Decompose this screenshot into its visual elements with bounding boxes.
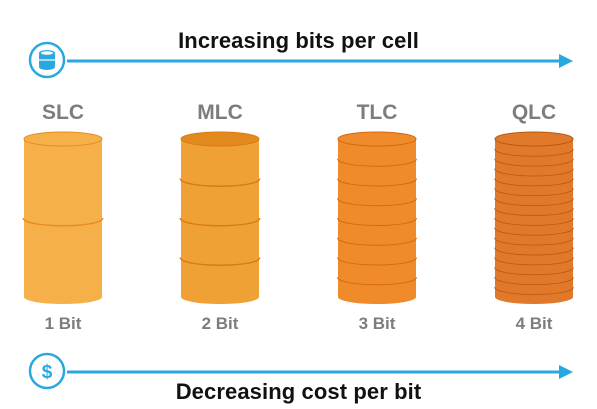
bits-label-mlc: 2 Bit [201, 314, 239, 333]
cell-type-label-mlc: MLC [197, 101, 243, 124]
cell-type-label-slc: SLC [42, 101, 84, 124]
cylinder-layer [338, 139, 416, 166]
cylinder-layer [181, 218, 259, 265]
bottom-icon-circle [28, 352, 66, 390]
cylinder-layer [181, 139, 259, 186]
cylinder-top [23, 131, 103, 147]
cylinder-mlc [179, 131, 261, 304]
bottom-arrow-head [559, 365, 573, 379]
top-arrow-head [559, 54, 573, 68]
increasing-bits-heading: Increasing bits per cell [178, 28, 419, 53]
bits-label-qlc: 4 Bit [515, 314, 553, 333]
cylinder-layer [24, 139, 102, 225]
cylinder-top [494, 131, 574, 147]
cylinder-slc [22, 131, 104, 304]
database-icon [39, 50, 55, 70]
decreasing-cost-heading: Decreasing cost per bit [175, 379, 422, 404]
cell-cylinders [22, 131, 574, 304]
cylinder-layer [24, 218, 102, 304]
cell-type-label-qlc: QLC [511, 101, 557, 124]
cylinder-qlc [494, 131, 574, 304]
cylinder-layer [181, 178, 259, 225]
bits-label-tlc: 3 Bit [358, 314, 396, 333]
increasing-bits-arrow [28, 41, 573, 79]
cylinder-layer [181, 257, 259, 304]
cell-type-label-tlc: TLC [356, 101, 398, 124]
decreasing-cost-arrow: $ [28, 352, 573, 390]
bits-label-slc: 1 Bit [44, 314, 82, 333]
cylinder-tlc [337, 131, 417, 304]
cylinder-top [337, 131, 417, 147]
cylinder-top [180, 131, 260, 147]
dollar-icon: $ [42, 362, 53, 383]
